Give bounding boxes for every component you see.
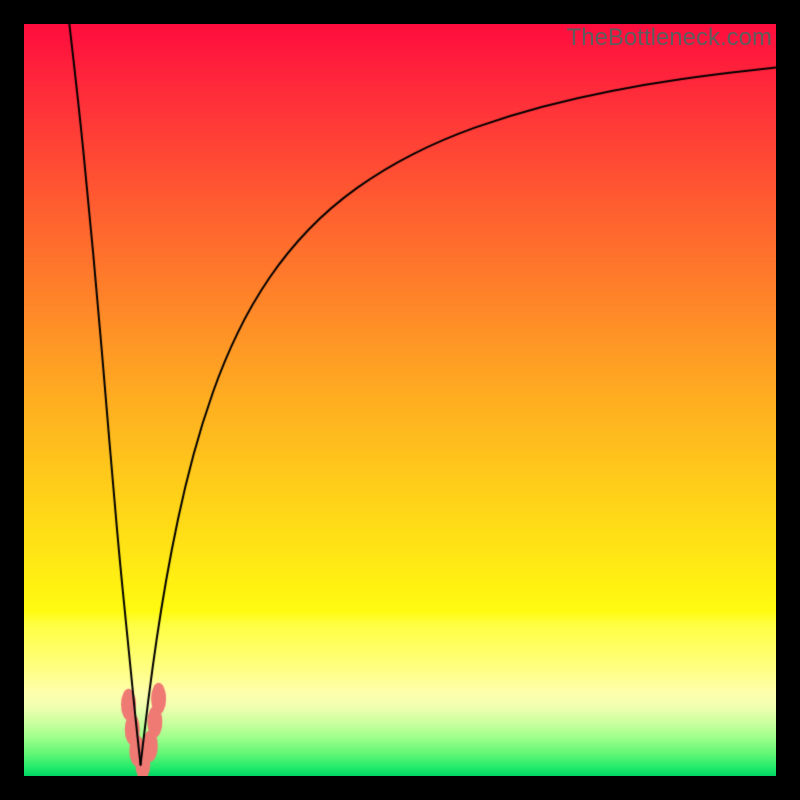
chart-frame: TheBottleneck.com <box>0 0 800 800</box>
plot-area <box>24 24 776 776</box>
bottleneck-curve <box>24 24 776 776</box>
